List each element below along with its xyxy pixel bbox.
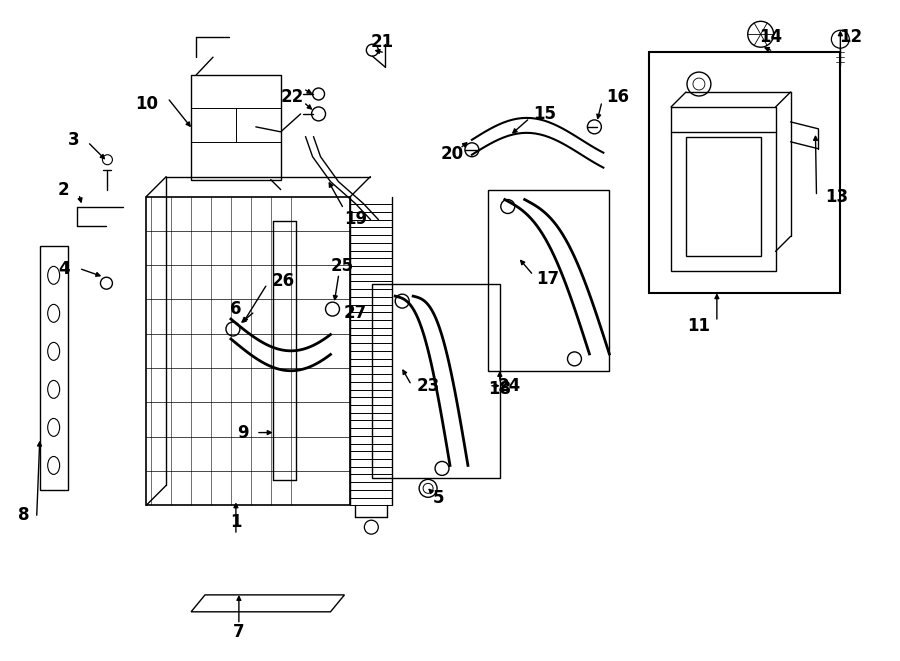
Bar bbox=[147, 196, 350, 505]
Bar bbox=[191, 75, 281, 180]
Ellipse shape bbox=[48, 457, 59, 475]
Bar bbox=[671, 107, 776, 271]
Text: 19: 19 bbox=[344, 210, 367, 229]
Ellipse shape bbox=[48, 342, 59, 360]
Text: 2: 2 bbox=[58, 180, 69, 198]
Ellipse shape bbox=[48, 381, 59, 399]
Bar bbox=[649, 52, 841, 293]
Text: 6: 6 bbox=[230, 300, 242, 318]
Text: 5: 5 bbox=[432, 489, 444, 507]
Text: 4: 4 bbox=[58, 260, 69, 278]
Bar bbox=[488, 190, 609, 371]
Bar bbox=[686, 137, 760, 256]
Ellipse shape bbox=[48, 304, 59, 323]
Text: 12: 12 bbox=[839, 28, 862, 46]
Text: 13: 13 bbox=[824, 188, 848, 206]
Text: 17: 17 bbox=[536, 270, 559, 288]
Text: 26: 26 bbox=[271, 272, 294, 290]
Text: 8: 8 bbox=[18, 506, 30, 524]
Ellipse shape bbox=[48, 266, 59, 284]
Text: 10: 10 bbox=[135, 95, 158, 113]
Ellipse shape bbox=[48, 418, 59, 436]
Text: 15: 15 bbox=[533, 105, 556, 123]
Text: 3: 3 bbox=[68, 131, 79, 149]
Text: 9: 9 bbox=[237, 424, 248, 442]
Text: 18: 18 bbox=[489, 380, 511, 398]
Text: 24: 24 bbox=[498, 377, 521, 395]
Text: 27: 27 bbox=[344, 304, 367, 322]
Bar bbox=[373, 284, 500, 479]
Text: 1: 1 bbox=[230, 513, 242, 531]
Text: 16: 16 bbox=[606, 88, 629, 106]
Text: 23: 23 bbox=[417, 377, 440, 395]
Text: 21: 21 bbox=[371, 33, 394, 51]
Bar bbox=[40, 247, 68, 490]
Text: 20: 20 bbox=[440, 145, 464, 163]
Text: 11: 11 bbox=[688, 317, 710, 335]
Text: 25: 25 bbox=[331, 257, 354, 275]
Text: 22: 22 bbox=[281, 88, 304, 106]
Text: 7: 7 bbox=[233, 623, 245, 641]
Text: 14: 14 bbox=[759, 28, 782, 46]
